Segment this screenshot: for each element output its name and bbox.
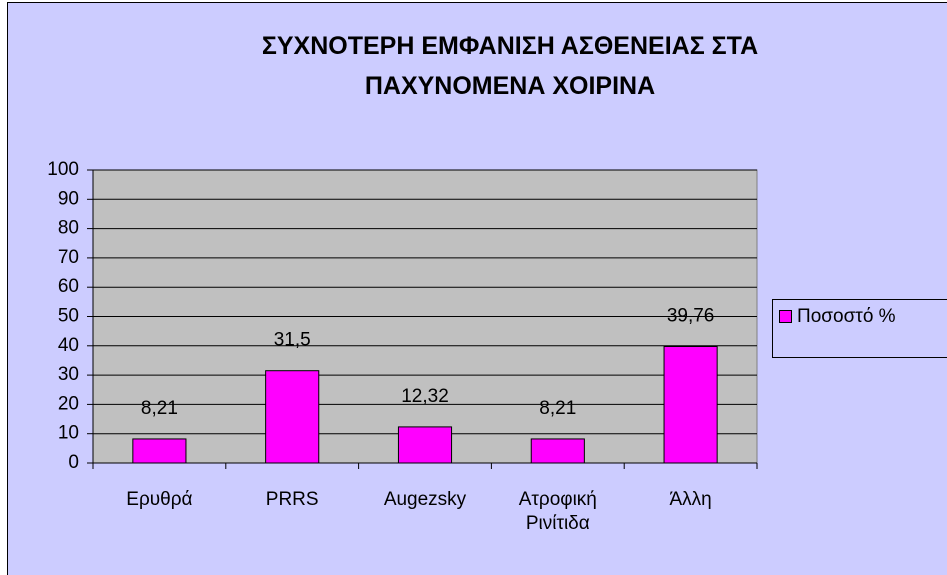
legend-label: Ποσοστό % bbox=[797, 306, 896, 327]
x-tick-label: Augezsky bbox=[383, 489, 467, 510]
x-label-box: Augezsky bbox=[383, 489, 467, 510]
y-tick-label: 70 bbox=[58, 247, 79, 268]
y-tick-label: 60 bbox=[58, 276, 79, 297]
x-label-box: Ερυθρά bbox=[126, 489, 193, 510]
x-tick-label: PRRS bbox=[265, 489, 319, 510]
title-box: ΣΥΧΝΟΤΕΡΗ ΕΜΦΑΝΙΣΗ ΑΣΘΕΝΕΙΑΣ ΣΤΑ ΠΑΧΥΝΟΜ… bbox=[261, 32, 759, 100]
x-label-box: PRRS bbox=[265, 489, 319, 510]
x-tick-label: Ατροφική Ρινίτιδα bbox=[518, 489, 597, 534]
y-tick-label: 20 bbox=[58, 393, 79, 414]
y-tick-label: 40 bbox=[58, 335, 79, 356]
x-label-box: Άλλη bbox=[669, 489, 712, 510]
value-label: 8,21 bbox=[141, 398, 178, 419]
legend-swatch bbox=[779, 310, 792, 323]
y-tick-label: 80 bbox=[58, 218, 79, 239]
value-label: 31,5 bbox=[274, 330, 311, 351]
x-tick-label: Ερυθρά bbox=[126, 489, 193, 510]
chart-title: ΣΥΧΝΟΤΕΡΗ ΕΜΦΑΝΙΣΗ ΑΣΘΕΝΕΙΑΣ ΣΤΑ ΠΑΧΥΝΟΜ… bbox=[261, 32, 759, 100]
x-label-box: Ατροφική Ρινίτιδα bbox=[518, 489, 597, 534]
y-tick-label: 100 bbox=[47, 159, 79, 180]
x-tick-label: Άλλη bbox=[669, 489, 712, 510]
bar bbox=[663, 346, 718, 464]
y-tick-label: 90 bbox=[58, 188, 79, 209]
value-label: 39,76 bbox=[667, 306, 715, 327]
value-label: 8,21 bbox=[539, 398, 576, 419]
bar bbox=[530, 438, 585, 464]
bar bbox=[132, 438, 187, 464]
y-tick-label: 30 bbox=[58, 364, 79, 385]
y-tick-label: 50 bbox=[58, 306, 79, 327]
bar bbox=[265, 370, 320, 464]
y-tick-label: 0 bbox=[68, 452, 79, 473]
value-label: 12,32 bbox=[401, 386, 449, 407]
legend-box bbox=[772, 299, 947, 358]
bar bbox=[397, 426, 453, 464]
y-tick-label: 10 bbox=[58, 423, 79, 444]
